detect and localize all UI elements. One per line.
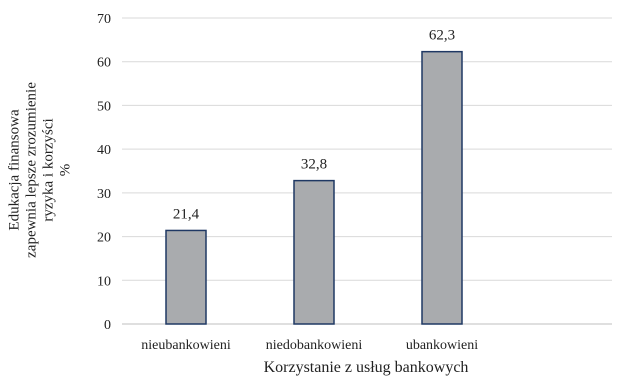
y-axis-title-line: ryzyka i korzyści [41,118,57,221]
y-tick-label: 20 [97,231,111,246]
data-label: 62,3 [429,28,455,44]
y-axis-title-line: Edukacja finansowa [7,109,23,231]
bar [421,50,463,325]
y-tick-label: 0 [104,318,111,333]
y-tick-label: 50 [97,99,111,114]
x-axis-title: Korzystanie z usług bankowych [264,359,469,376]
y-axis-title-line: zapewnia lepsze zrozumienie [24,82,40,258]
category-label: niedobankowieni [266,338,363,353]
bar [293,179,335,325]
y-tick-label: 30 [97,187,111,202]
y-tick-label: 40 [97,143,111,158]
bars [165,50,463,325]
category-label: nieubankowieni [141,338,231,353]
data-label: 32,8 [301,157,327,173]
y-axis-title: Edukacja finansowa zapewnia lepsze zrozum… [7,82,74,258]
category-label: ubankowieni [406,338,478,353]
y-tick-label: 60 [97,56,111,71]
category-labels: nieubankowieni niedobankowieni ubankowieni [141,338,478,353]
y-tick-labels: 0 10 20 30 40 50 60 70 [97,12,111,333]
data-label: 21,4 [173,206,200,222]
bar [165,229,207,325]
y-tick-label: 10 [97,274,111,289]
y-axis-title-line: % [58,164,74,177]
data-labels: 21,4 32,8 62,3 [173,28,455,223]
y-tick-label: 70 [97,12,111,27]
